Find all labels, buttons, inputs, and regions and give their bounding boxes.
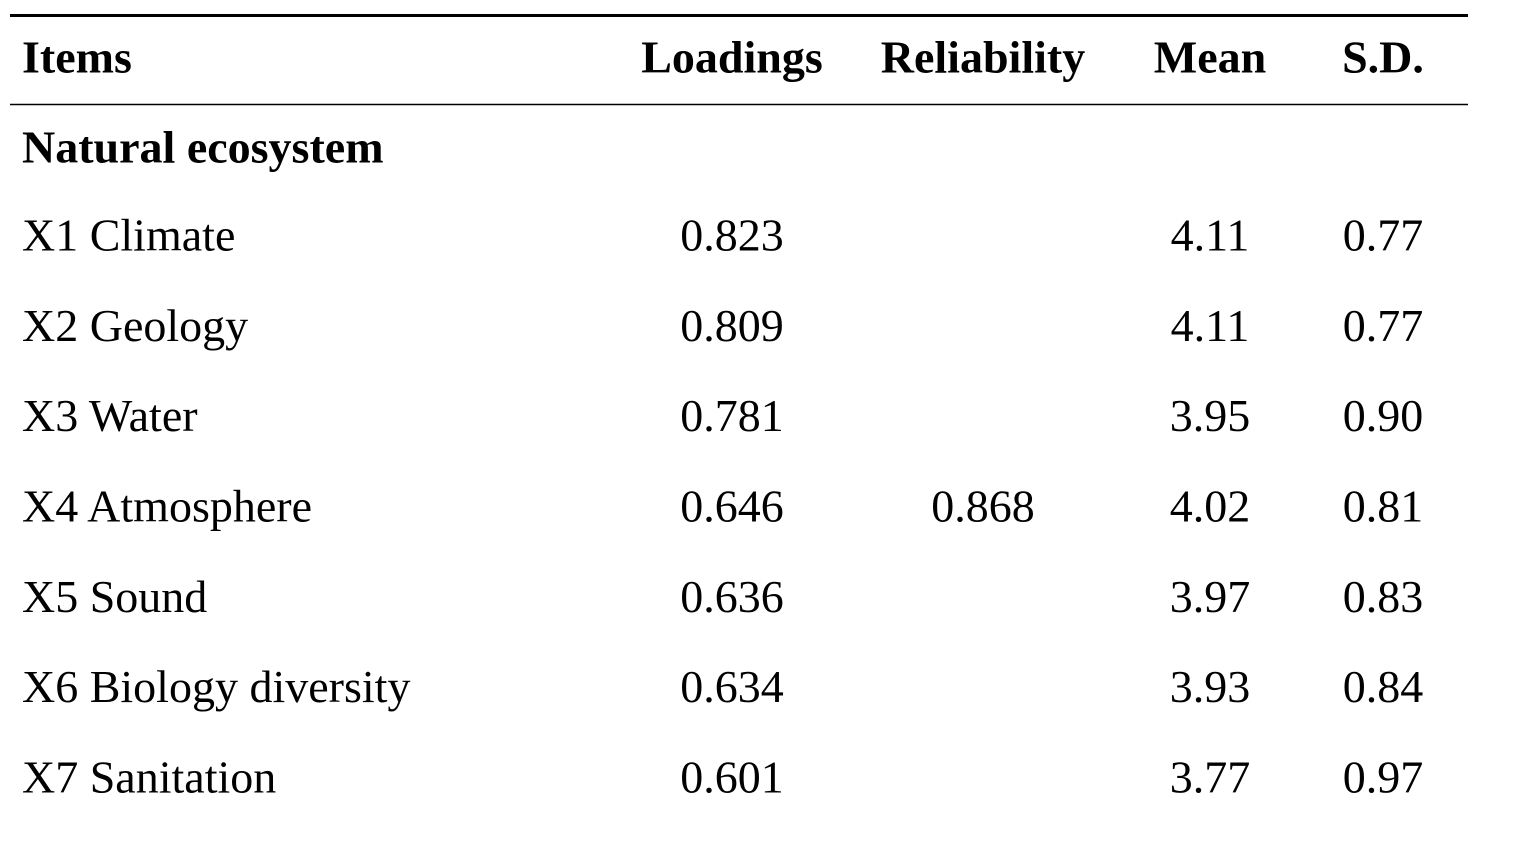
column-header: Loadings xyxy=(641,32,823,83)
loading-cell: 0.601 xyxy=(680,751,784,802)
mean-cell: 4.11 xyxy=(1171,300,1250,351)
sd-cell: 0.84 xyxy=(1343,661,1424,712)
loading-cell: 0.823 xyxy=(680,210,784,261)
item-label: X3 Water xyxy=(22,390,198,441)
item-label: X7 Sanitation xyxy=(22,751,276,802)
sd-cell: 0.77 xyxy=(1343,300,1424,351)
loading-cell: 0.636 xyxy=(680,571,784,622)
loading-cell: 0.781 xyxy=(680,390,784,441)
loading-cell: 0.646 xyxy=(680,480,784,531)
item-label: X6 Biology diversity xyxy=(22,661,410,712)
sd-cell: 0.77 xyxy=(1343,210,1424,261)
mean-cell: 4.11 xyxy=(1171,210,1250,261)
loading-cell: 0.634 xyxy=(680,661,784,712)
item-label: X4 Atmosphere xyxy=(22,480,312,531)
item-label: X5 Sound xyxy=(22,571,207,622)
loading-cell: 0.809 xyxy=(680,300,784,351)
item-label: X2 Geology xyxy=(22,300,248,351)
sd-cell: 0.81 xyxy=(1343,480,1424,531)
column-header: Mean xyxy=(1154,32,1266,83)
mean-cell: 3.77 xyxy=(1170,751,1251,802)
mean-cell: 3.93 xyxy=(1170,661,1251,712)
sd-cell: 0.97 xyxy=(1343,751,1424,802)
mean-cell: 4.02 xyxy=(1170,480,1251,531)
item-label: X1 Climate xyxy=(22,210,235,261)
column-header: S.D. xyxy=(1342,32,1424,83)
sd-cell: 0.90 xyxy=(1343,390,1424,441)
sd-cell: 0.83 xyxy=(1343,571,1424,622)
section-title: Natural ecosystem xyxy=(22,122,384,173)
mean-cell: 3.97 xyxy=(1170,571,1251,622)
column-header: Items xyxy=(22,32,132,83)
column-header: Reliability xyxy=(881,32,1085,83)
mean-cell: 3.95 xyxy=(1170,390,1251,441)
reliability-cell: 0.868 xyxy=(931,480,1035,531)
